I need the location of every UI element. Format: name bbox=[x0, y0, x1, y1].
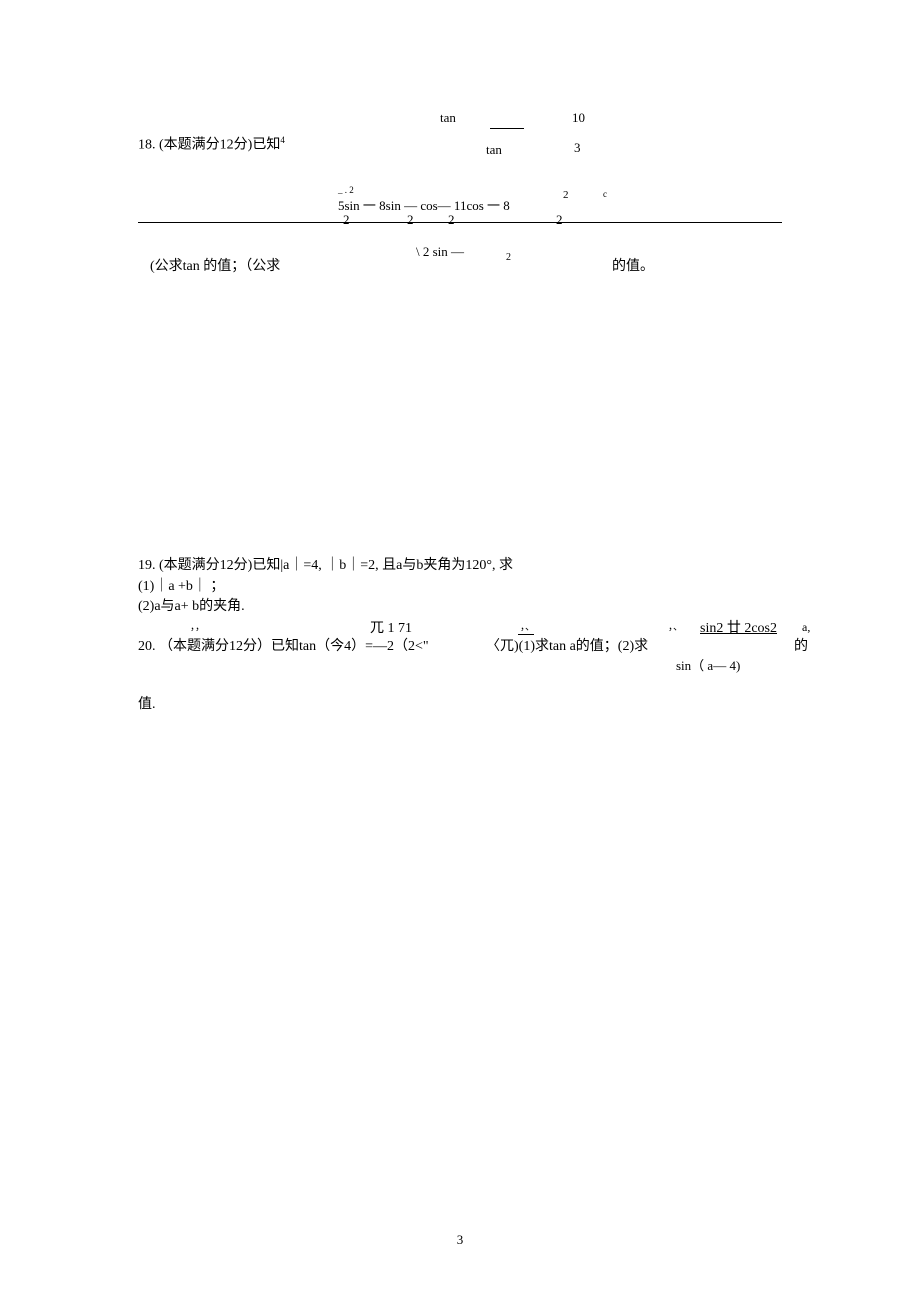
p20-a-comma: a, bbox=[802, 618, 810, 636]
p19-sub2: (2)a与a+ b的夹角. bbox=[138, 596, 245, 617]
p20-mark-1: ，， bbox=[190, 620, 205, 635]
fraction-bar-long bbox=[138, 222, 782, 223]
p20-fraction-denominator: sin（ a— 4) bbox=[676, 656, 740, 676]
p18-den-2d: 2 bbox=[556, 210, 563, 230]
p18-question-stem: 18. (本题满分12分)已知4 bbox=[138, 134, 285, 156]
p20-value-suffix: 值. bbox=[138, 694, 156, 715]
p20-de: 的 bbox=[794, 636, 808, 657]
page-number: 3 bbox=[0, 1230, 920, 1250]
p20-fraction-numerator: sin2 廿 2cos2 bbox=[700, 618, 777, 639]
p18-expr-sub2: 2 bbox=[506, 250, 511, 265]
p18-subquestions: (公求tan 的值；（公求 bbox=[150, 256, 280, 277]
document-page: tan 10 18. (本题满分12分)已知4 tan 3 _ . 2 2 c … bbox=[0, 0, 920, 1303]
p18-expr-numerator: 5sin 一 8sin — cos— 11cos 一 8 bbox=[338, 196, 510, 216]
p18-den-2c: 2 bbox=[448, 210, 455, 230]
p18-expr-denominator: \ 2 sin — bbox=[416, 242, 464, 262]
p18-den-2a: 2 bbox=[343, 210, 350, 230]
p20-stem-left: 20. （本题满分12分）已知tan（今4）=—2（2<" bbox=[138, 636, 429, 657]
p18-den-2b: 2 bbox=[407, 210, 414, 230]
p20-stem-right: 〈兀)(1)求tan a的值；(2)求 bbox=[486, 636, 648, 657]
p18-tan-lower: tan bbox=[486, 140, 502, 160]
p18-value-3: 3 bbox=[574, 138, 581, 158]
p18-value-suffix: 的值。 bbox=[612, 256, 654, 277]
p18-stem-text: 18. (本题满分12分)已知 bbox=[138, 138, 280, 153]
p18-expr-c: c bbox=[603, 188, 607, 202]
p20-underline-small bbox=[518, 634, 534, 635]
p18-sup4: 4 bbox=[280, 135, 285, 145]
p19-sub1: (1)｜a +b｜ ； bbox=[138, 576, 224, 597]
p19-stem: 19. (本题满分12分)已知|a｜=4, ｜b｜=2, 且a与b夹角为120°… bbox=[138, 555, 513, 576]
p18-tan-upper: tan bbox=[440, 108, 456, 128]
fraction-bar-small bbox=[490, 128, 524, 129]
p18-value-10: 10 bbox=[572, 108, 585, 128]
p20-mark-3: ，、 bbox=[668, 620, 683, 635]
p20-mark-2: ，、 bbox=[520, 620, 535, 635]
p18-expr-exp2: 2 bbox=[563, 187, 569, 204]
